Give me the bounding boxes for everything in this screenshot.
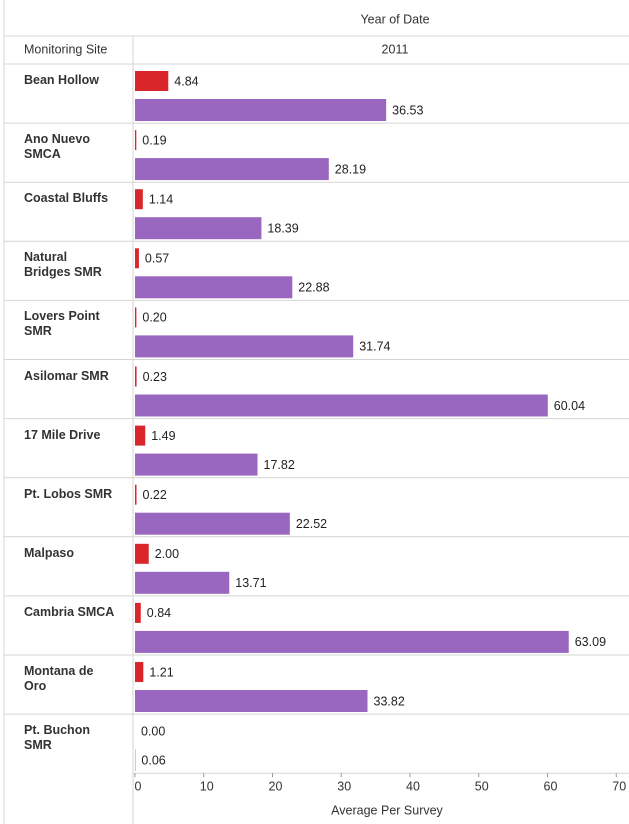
data-label: 22.88 bbox=[298, 281, 329, 295]
data-label: 0.84 bbox=[147, 606, 171, 620]
bar bbox=[135, 189, 143, 210]
column-title: Year of Date bbox=[360, 12, 429, 26]
data-label: 4.84 bbox=[174, 74, 198, 88]
bar bbox=[135, 71, 169, 91]
row-label: Cambria SMCA bbox=[24, 604, 115, 619]
data-label: 22.52 bbox=[296, 517, 327, 531]
x-tick-label: 70 bbox=[612, 779, 626, 793]
data-label: 0.19 bbox=[142, 133, 166, 147]
bar bbox=[135, 248, 139, 269]
data-label: 0.06 bbox=[141, 753, 165, 767]
bar bbox=[135, 484, 137, 505]
x-tick-label: 30 bbox=[337, 779, 351, 793]
bar bbox=[135, 630, 569, 653]
row-label: Bean Hollow bbox=[24, 73, 100, 87]
data-label: 0.23 bbox=[143, 370, 167, 384]
row-label: Coastal Bluffs bbox=[24, 191, 109, 206]
bar bbox=[135, 99, 387, 121]
row-label: Ano Nuevo SMCA bbox=[24, 132, 90, 162]
data-label: 36.53 bbox=[392, 103, 423, 117]
bar bbox=[135, 394, 548, 417]
data-label: 0.22 bbox=[143, 488, 167, 502]
row-label: 17 Mile Drive bbox=[24, 427, 101, 442]
row-label: Pt. Buchon SMR bbox=[24, 723, 90, 753]
row-label: Natural Bridges SMR bbox=[24, 250, 102, 280]
data-label: 1.14 bbox=[149, 192, 173, 206]
column-header: 2011 bbox=[382, 42, 409, 56]
data-label: 31.74 bbox=[359, 340, 390, 354]
bar bbox=[135, 158, 329, 181]
bar bbox=[135, 335, 354, 358]
x-tick-label: 50 bbox=[475, 779, 489, 793]
row-title: Monitoring Site bbox=[24, 42, 107, 56]
row-label: Pt. Lobos SMR bbox=[24, 486, 113, 501]
row-label: Malpaso bbox=[24, 545, 75, 560]
x-tick-label: 10 bbox=[200, 779, 214, 793]
bar bbox=[135, 130, 137, 151]
bar bbox=[135, 366, 137, 387]
row-label: Lovers Point SMR bbox=[24, 309, 100, 339]
bar bbox=[135, 602, 141, 623]
data-label: 0.20 bbox=[142, 311, 166, 325]
x-tick-label: 40 bbox=[406, 779, 420, 793]
data-label: 60.04 bbox=[554, 399, 585, 413]
data-label: 28.19 bbox=[335, 162, 366, 176]
bar bbox=[135, 662, 144, 682]
bar bbox=[135, 453, 258, 476]
data-label: 63.09 bbox=[575, 635, 606, 649]
data-label: 2.00 bbox=[155, 547, 179, 561]
row-label: Montana de Oro bbox=[24, 664, 94, 693]
data-label: 1.49 bbox=[151, 429, 175, 443]
bar bbox=[135, 425, 146, 446]
data-label: 17.82 bbox=[264, 458, 295, 472]
bar bbox=[135, 307, 137, 328]
data-label: 33.82 bbox=[374, 694, 405, 708]
row-label: Asilomar SMR bbox=[24, 368, 109, 383]
data-label: 1.21 bbox=[149, 665, 173, 679]
bar bbox=[135, 217, 262, 240]
data-label: 13.71 bbox=[235, 576, 266, 590]
data-label: 0.00 bbox=[141, 724, 165, 738]
x-tick-label: 20 bbox=[269, 779, 283, 793]
x-axis-label: Average Per Survey bbox=[331, 803, 443, 817]
bar bbox=[135, 276, 293, 299]
x-tick-label: 0 bbox=[135, 779, 142, 793]
bar bbox=[135, 571, 230, 594]
bar bbox=[135, 543, 149, 564]
bar bbox=[135, 512, 290, 535]
data-label: 0.57 bbox=[145, 252, 169, 266]
bar bbox=[135, 690, 368, 712]
data-label: 18.39 bbox=[267, 221, 298, 235]
x-tick-label: 60 bbox=[544, 779, 558, 793]
